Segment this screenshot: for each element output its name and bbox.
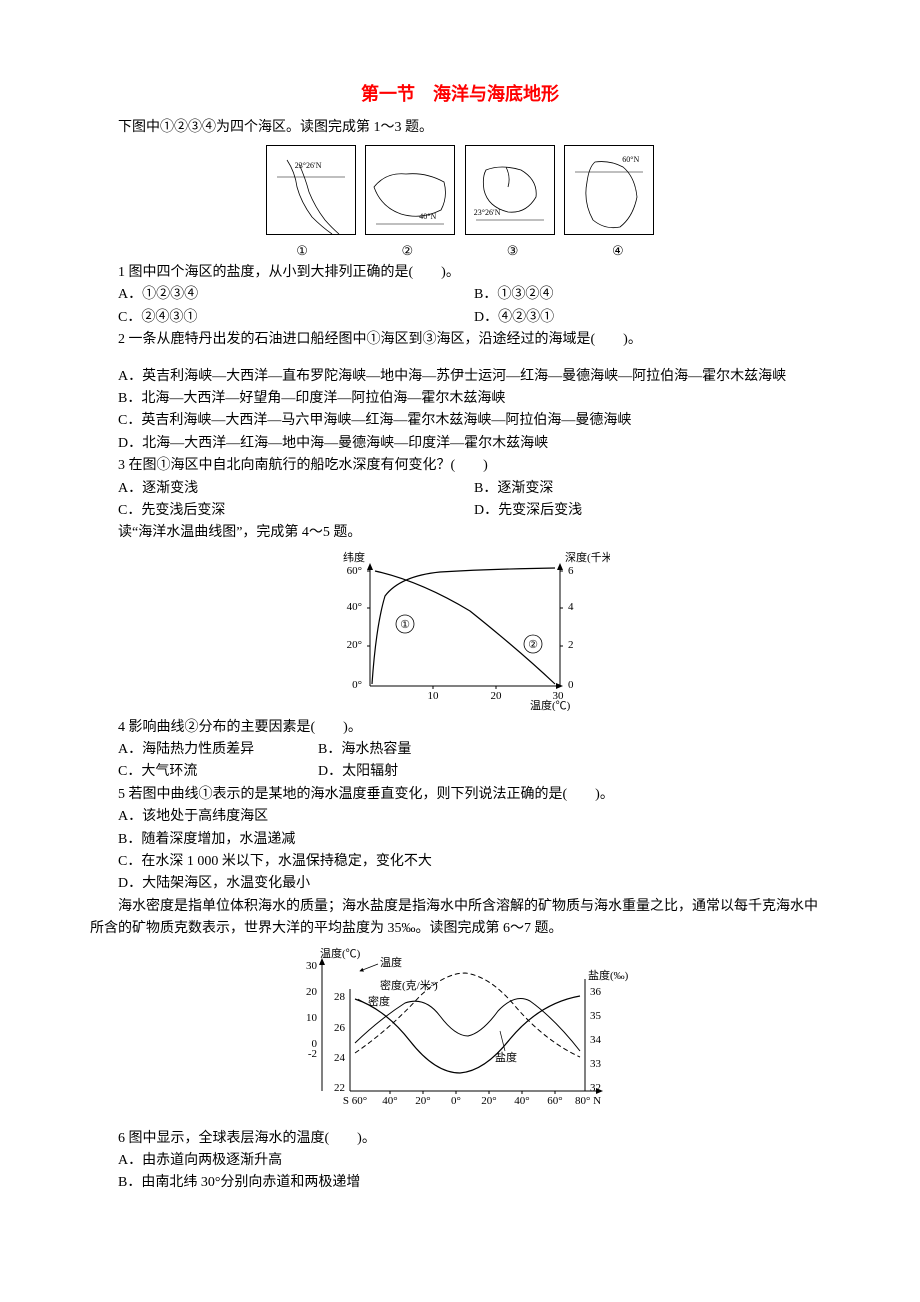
svg-text:80° N: 80° N: [575, 1095, 601, 1107]
q4-stem: 4 影响曲线②分布的主要因素是( )。: [90, 717, 830, 739]
svg-text:20°: 20°: [481, 1095, 496, 1107]
svg-text:10: 10: [428, 690, 440, 702]
svg-text:33: 33: [590, 1058, 602, 1070]
map-4-lat: 60°N: [622, 154, 639, 167]
page-title: 第一节 海洋与海底地形: [90, 80, 830, 109]
svg-text:40°: 40°: [347, 601, 362, 613]
svg-text:40°: 40°: [382, 1095, 397, 1107]
q5-opt-a: A．该地处于高纬度海区: [90, 806, 830, 828]
svg-text:20: 20: [491, 690, 503, 702]
map-3-lat: 23°26′N: [474, 207, 501, 220]
svg-text:35: 35: [590, 1010, 602, 1022]
q1-opt-b: B．①③②④: [474, 284, 830, 306]
q6-opt-a: A．由赤道向两极逐渐升高: [90, 1150, 830, 1172]
svg-text:S 60°: S 60°: [343, 1095, 367, 1107]
svg-text:密度(克/米³): 密度(克/米³): [380, 978, 438, 992]
svg-text:32: 32: [590, 1082, 601, 1094]
q3-opt-b: B．逐渐变深: [474, 478, 830, 500]
q6-opt-b: B．由南北纬 30°分别向赤道和两极递增: [90, 1172, 830, 1194]
q2-opt-c: C．英吉利海峡—大西洋—马六甲海峡—红海—霍尔木兹海峡—阿拉伯海—曼德海峡: [90, 410, 830, 432]
svg-text:盐度(‰): 盐度(‰): [588, 968, 629, 982]
svg-text:20: 20: [306, 986, 318, 998]
q1-opt-c: C．②④③①: [118, 307, 474, 329]
q3-stem: 3 在图①海区中自北向南航行的船吃水深度有何变化？( ): [90, 455, 830, 477]
svg-text:40°: 40°: [514, 1095, 529, 1107]
map-2: 40°N: [365, 145, 455, 235]
map-2-lat: 40°N: [419, 211, 436, 224]
map-1: 23°26′N: [266, 145, 356, 235]
q5-opt-b: B．随着深度增加，水温递减: [90, 829, 830, 851]
q2-opt-a: A．英吉利海峡—大西洋—直布罗陀海峡—地中海—苏伊士运河—红海—曼德海峡—阿拉伯…: [90, 366, 830, 388]
svg-text:温度(℃): 温度(℃): [320, 947, 361, 960]
svg-text:34: 34: [590, 1034, 602, 1046]
svg-text:10: 10: [306, 1012, 318, 1024]
q1-opt-d: D．④②③①: [474, 307, 830, 329]
q4-opt-a: A．海陆热力性质差异: [118, 739, 318, 761]
map-figure: 23°26′N 40°N 23°26′N 60°N: [90, 145, 830, 235]
map-label-4: ④: [570, 241, 666, 262]
svg-text:4: 4: [568, 601, 574, 613]
q4-opt-d: D．太阳辐射: [318, 761, 830, 783]
svg-text:0°: 0°: [352, 679, 362, 691]
map-label-3: ③: [465, 241, 561, 262]
svg-text:-2: -2: [308, 1048, 317, 1060]
svg-text:36: 36: [590, 986, 602, 998]
svg-text:温度: 温度: [380, 955, 402, 969]
svg-text:20°: 20°: [347, 639, 362, 651]
chart-1: 60° 40° 20° 0° 6 4 2 0 10 20 30 纬度 深度(千米…: [310, 551, 610, 711]
intro-2: 读“海洋水温曲线图”，完成第 4～5 题。: [90, 522, 830, 544]
q1-stem: 1 图中四个海区的盐度，从小到大排列正确的是( )。: [90, 262, 830, 284]
q2-opt-d: D．北海—大西洋—红海—地中海—曼德海峡—印度洋—霍尔木兹海峡: [90, 433, 830, 455]
q2-stem: 2 一条从鹿特丹出发的石油进口船经图中①海区到③海区，沿途经过的海域是( )。: [90, 329, 830, 351]
svg-text:24: 24: [334, 1052, 346, 1064]
svg-text:②: ②: [528, 639, 538, 651]
q1-opt-a: A．①②③④: [118, 284, 474, 306]
intro-3: 海水密度是指单位体积海水的质量；海水盐度是指海水中所含溶解的矿物质与海水重量之比…: [90, 896, 830, 941]
svg-text:2: 2: [568, 639, 574, 651]
svg-text:0°: 0°: [451, 1095, 461, 1107]
svg-text:盐度: 盐度: [495, 1050, 517, 1064]
svg-text:30: 30: [306, 960, 318, 972]
map-1-lat: 23°26′N: [295, 160, 322, 173]
svg-text:20°: 20°: [415, 1095, 430, 1107]
svg-text:①: ①: [400, 619, 410, 631]
q3-opt-c: C．先变浅后变深: [118, 500, 474, 522]
svg-text:纬度: 纬度: [343, 551, 365, 564]
map-4: 60°N: [564, 145, 654, 235]
map-label-2: ②: [359, 241, 455, 262]
q4-opt-b: B．海水热容量: [318, 739, 830, 761]
svg-text:26: 26: [334, 1022, 346, 1034]
svg-text:温度(℃): 温度(℃): [530, 698, 571, 711]
intro-1: 下图中①②③④为四个海区。读图完成第 1～3 题。: [90, 117, 830, 139]
q5-opt-c: C．在水深 1 000 米以下，水温保持稳定，变化不大: [90, 851, 830, 873]
q5-stem: 5 若图中曲线①表示的是某地的海水温度垂直变化，则下列说法正确的是( )。: [90, 784, 830, 806]
q6-stem: 6 图中显示，全球表层海水的温度( )。: [90, 1128, 830, 1150]
q5-opt-d: D．大陆架海区，水温变化最小: [90, 873, 830, 895]
map-labels: ① ② ③ ④: [90, 241, 830, 262]
chart-2: 30 20 10 0 -2 28 26 24 22 36 35 34 33 32…: [280, 947, 640, 1122]
q3-opt-a: A．逐渐变浅: [118, 478, 474, 500]
q4-opt-c: C．大气环流: [118, 761, 318, 783]
svg-text:深度(千米): 深度(千米): [565, 551, 610, 564]
svg-text:密度: 密度: [368, 994, 390, 1008]
q3-opt-d: D．先变深后变浅: [474, 500, 830, 522]
svg-text:28: 28: [334, 991, 346, 1003]
map-3: 23°26′N: [465, 145, 555, 235]
svg-text:60°: 60°: [547, 1095, 562, 1107]
q2-opt-b: B．北海—大西洋—好望角—印度洋—阿拉伯海—霍尔木兹海峡: [90, 388, 830, 410]
svg-text:6: 6: [568, 565, 574, 577]
svg-text:60°: 60°: [347, 565, 362, 577]
map-label-1: ①: [254, 241, 350, 262]
svg-text:22: 22: [334, 1082, 345, 1094]
svg-text:0: 0: [568, 679, 574, 691]
